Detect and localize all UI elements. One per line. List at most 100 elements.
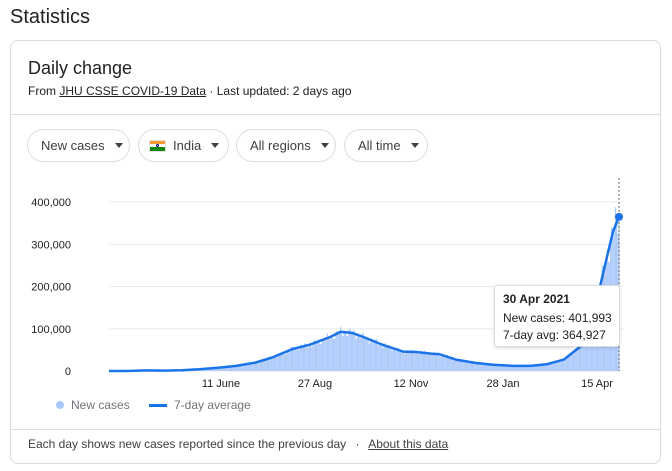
daily-bar bbox=[334, 338, 336, 371]
daily-bar bbox=[232, 366, 234, 371]
daily-bar bbox=[308, 343, 310, 371]
daily-bar bbox=[512, 365, 514, 371]
legend-new-cases: New cases bbox=[56, 398, 130, 412]
daily-bar bbox=[253, 363, 255, 371]
daily-bar bbox=[528, 366, 530, 371]
daily-bar bbox=[408, 352, 410, 371]
daily-bar bbox=[293, 350, 295, 371]
daily-bar bbox=[233, 365, 235, 371]
daily-bar bbox=[271, 359, 273, 371]
daily-bar bbox=[294, 349, 296, 371]
daily-bar bbox=[560, 360, 562, 371]
daily-bar bbox=[457, 360, 459, 371]
daily-bar bbox=[322, 338, 324, 371]
daily-bar bbox=[235, 366, 237, 371]
daily-bar bbox=[386, 347, 388, 371]
y-tick-label: 100,000 bbox=[31, 324, 71, 336]
daily-bar bbox=[424, 350, 426, 371]
daily-bar bbox=[221, 367, 223, 371]
daily-bar bbox=[445, 355, 447, 371]
daily-bar bbox=[398, 349, 400, 371]
daily-bar bbox=[311, 346, 313, 371]
daily-bar bbox=[214, 368, 216, 371]
about-data-link[interactable]: About this data bbox=[368, 437, 449, 451]
daily-bar bbox=[505, 365, 507, 371]
daily-bar bbox=[570, 353, 572, 371]
daily-bar bbox=[341, 331, 343, 371]
daily-bar bbox=[330, 336, 332, 371]
footer: Each day shows new cases reported since … bbox=[28, 437, 448, 451]
daily-bar bbox=[450, 357, 452, 371]
daily-bar bbox=[472, 362, 474, 371]
daily-bar bbox=[288, 351, 290, 371]
daily-bar bbox=[448, 357, 450, 371]
daily-bar bbox=[394, 348, 396, 371]
daily-bar bbox=[379, 343, 381, 371]
daily-bar bbox=[241, 364, 243, 371]
daily-bar bbox=[320, 343, 322, 371]
daily-bar bbox=[352, 333, 354, 371]
daily-bar bbox=[510, 366, 512, 371]
region-dropdown[interactable]: All regions bbox=[236, 129, 336, 162]
daily-bar bbox=[493, 364, 495, 371]
daily-bar bbox=[275, 357, 277, 371]
daily-bar bbox=[546, 365, 548, 371]
source-line: From JHU CSSE COVID-19 Data · Last updat… bbox=[28, 84, 352, 98]
daily-bar bbox=[498, 365, 500, 371]
time-range-dropdown[interactable]: All time bbox=[344, 129, 428, 162]
metric-dropdown[interactable]: New cases bbox=[27, 129, 130, 162]
daily-bar bbox=[487, 364, 489, 371]
daily-bar bbox=[409, 351, 411, 371]
daily-bar bbox=[480, 363, 482, 371]
daily-bar bbox=[362, 333, 364, 371]
daily-bar bbox=[569, 355, 571, 371]
chevron-down-icon bbox=[410, 143, 419, 148]
legend-new-cases-label: New cases bbox=[71, 398, 130, 412]
daily-bar bbox=[263, 360, 265, 371]
daily-bar bbox=[556, 361, 558, 371]
daily-bar bbox=[222, 367, 224, 371]
daily-bar bbox=[547, 364, 549, 371]
daily-bar bbox=[574, 351, 576, 371]
daily-bar bbox=[355, 339, 357, 371]
daily-bar bbox=[490, 364, 492, 371]
daily-bar bbox=[289, 350, 291, 371]
daily-bar bbox=[383, 346, 385, 371]
daily-change-chart[interactable]: 0 100,000 200,000 300,000 400,000 11 June 27 A… bbox=[11, 41, 660, 391]
daily-bar bbox=[392, 348, 394, 371]
daily-bar bbox=[588, 324, 590, 371]
daily-bar bbox=[428, 352, 430, 371]
daily-bar bbox=[218, 367, 220, 371]
daily-bar bbox=[340, 326, 342, 371]
daily-bar bbox=[474, 363, 476, 371]
daily-bar bbox=[366, 336, 368, 371]
daily-bar bbox=[539, 364, 541, 371]
daily-bar bbox=[325, 337, 327, 371]
daily-bar bbox=[458, 359, 460, 371]
daily-bar bbox=[342, 336, 344, 371]
y-tick-label: 300,000 bbox=[31, 239, 71, 251]
daily-bar bbox=[402, 350, 404, 371]
chart-tooltip: 30 Apr 2021 New cases: 401,993 7-day avg… bbox=[494, 285, 620, 347]
daily-bar bbox=[301, 346, 303, 371]
metric-dropdown-label: New cases bbox=[41, 138, 105, 153]
daily-bar bbox=[349, 328, 351, 371]
daily-bar bbox=[460, 359, 462, 371]
daily-bar bbox=[590, 324, 592, 371]
daily-bar bbox=[586, 340, 588, 371]
country-dropdown[interactable]: India bbox=[138, 129, 229, 162]
daily-bar bbox=[584, 340, 586, 371]
chevron-down-icon bbox=[320, 143, 329, 148]
daily-bar bbox=[227, 367, 229, 371]
daily-bar bbox=[410, 349, 412, 371]
daily-bar bbox=[295, 347, 297, 371]
daily-bar bbox=[292, 346, 294, 371]
daily-bar bbox=[418, 354, 420, 371]
daily-bar bbox=[283, 353, 285, 371]
source-link[interactable]: JHU CSSE COVID-19 Data bbox=[59, 84, 207, 98]
daily-bar bbox=[313, 339, 315, 371]
daily-bar bbox=[244, 364, 246, 371]
daily-bar bbox=[521, 365, 523, 371]
daily-bar bbox=[481, 362, 483, 371]
daily-bar bbox=[380, 344, 382, 371]
